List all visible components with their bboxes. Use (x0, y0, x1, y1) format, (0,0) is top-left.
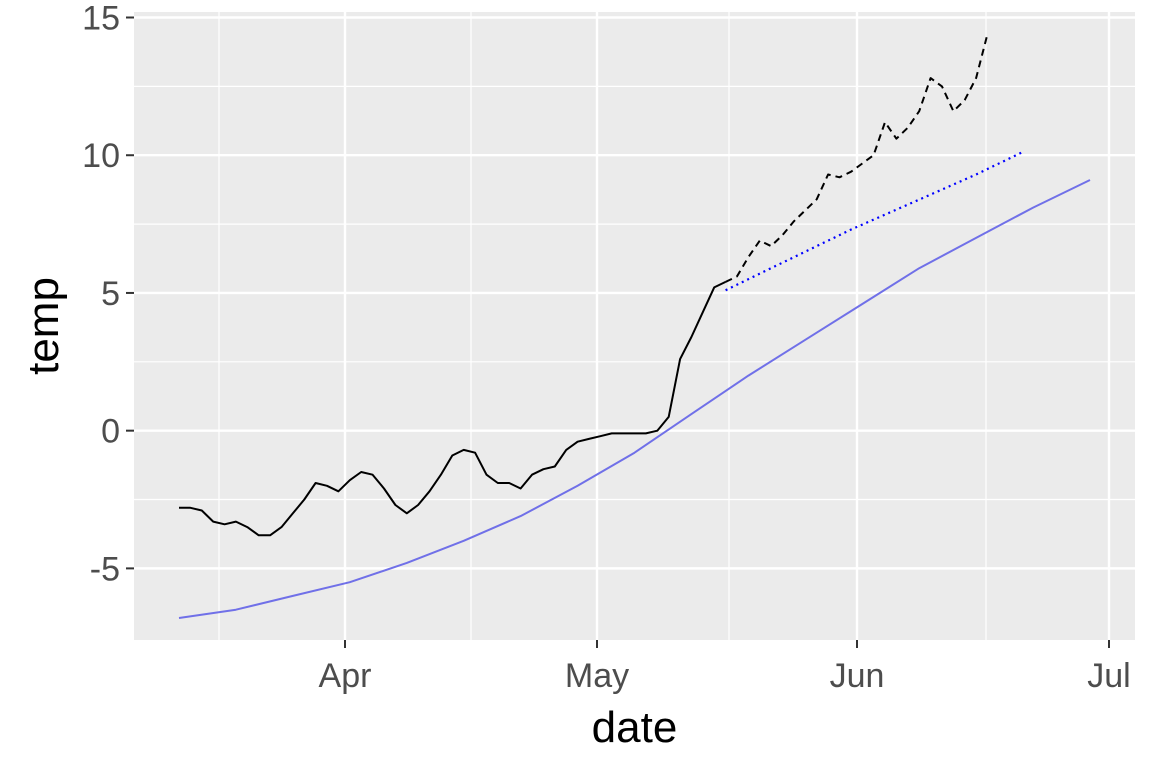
y-tick-label: 10 (82, 137, 120, 175)
y-tick-label: 15 (82, 0, 120, 38)
minor-gridlines (134, 12, 1135, 640)
x-tick-label: Apr (319, 657, 372, 695)
x-axis-title: date (592, 703, 678, 752)
x-tick-label: May (565, 657, 629, 695)
plot-panel (134, 12, 1135, 640)
x-tick-label: Jul (1087, 657, 1130, 695)
series-line-trend (178, 179, 1091, 619)
y-tick-label: 5 (101, 275, 120, 313)
y-tick-label: -5 (90, 550, 120, 588)
y-tick-label: 0 (101, 413, 120, 451)
axes: Apr May Jun Jul -5 0 5 10 15 (82, 0, 1131, 695)
series-layer (178, 33, 1091, 619)
major-gridlines (134, 12, 1135, 640)
series-line-forecast (725, 33, 989, 283)
series-line-observed (179, 280, 727, 537)
x-tick-label: Jun (830, 657, 885, 695)
y-axis-title: temp (19, 277, 68, 375)
